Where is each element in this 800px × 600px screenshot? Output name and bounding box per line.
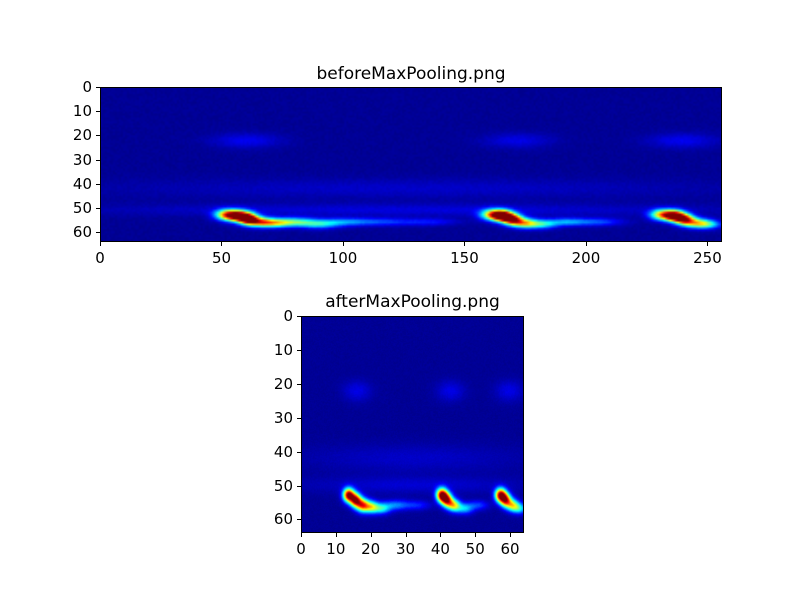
x-tick-label: 200 <box>571 249 601 267</box>
y-tick-label: 50 <box>72 199 92 218</box>
x-tick-mark <box>370 533 372 537</box>
x-tick-mark <box>475 533 477 537</box>
x-tick-mark <box>301 533 302 537</box>
y-tick-mark <box>96 87 100 88</box>
heatmap-image-after <box>302 317 523 532</box>
y-tick-mark <box>96 183 100 185</box>
heatmap-axes-after <box>301 316 524 533</box>
x-tick-label: 30 <box>395 540 416 558</box>
x-tick-label: 250 <box>693 249 722 267</box>
x-tick-label: 150 <box>450 249 479 267</box>
y-tick-mark <box>297 316 301 317</box>
x-tick-mark <box>335 533 337 537</box>
y-tick-label: 30 <box>72 150 92 169</box>
y-tick-mark <box>297 485 301 487</box>
x-tick-label: 50 <box>465 540 485 558</box>
y-tick-label: 50 <box>273 476 293 495</box>
y-tick-label: 10 <box>72 102 92 121</box>
y-tick-label: 60 <box>72 223 92 242</box>
x-tick-label: 50 <box>211 249 232 267</box>
y-tick-label: 0 <box>82 78 92 96</box>
chart-title-before: beforeMaxPooling.png <box>316 64 506 84</box>
x-tick-mark <box>707 242 709 246</box>
x-tick-label: 0 <box>296 540 306 558</box>
x-tick-mark <box>464 242 466 246</box>
y-tick-mark <box>96 135 100 137</box>
y-tick-mark <box>96 159 100 161</box>
y-tick-label: 20 <box>72 126 92 145</box>
y-tick-label: 20 <box>273 374 293 393</box>
x-tick-label: 100 <box>328 249 358 267</box>
x-tick-mark <box>405 533 407 537</box>
y-tick-label: 60 <box>273 510 293 529</box>
y-tick-mark <box>297 349 301 351</box>
x-tick-mark <box>585 242 587 246</box>
y-tick-label: 30 <box>273 408 293 427</box>
y-tick-mark <box>297 417 301 419</box>
x-tick-label: 10 <box>326 540 346 558</box>
heatmap-image-before <box>101 88 721 241</box>
y-tick-label: 40 <box>273 442 293 461</box>
y-tick-mark <box>297 451 301 453</box>
y-tick-label: 0 <box>283 307 293 325</box>
x-tick-mark <box>342 242 344 246</box>
x-tick-label: 60 <box>500 540 520 558</box>
x-tick-mark <box>510 533 512 537</box>
x-tick-label: 0 <box>95 249 105 267</box>
y-tick-mark <box>96 208 100 210</box>
y-tick-mark <box>297 519 301 521</box>
y-tick-label: 40 <box>72 174 92 193</box>
x-tick-label: 20 <box>361 540 381 558</box>
y-tick-mark <box>96 111 100 113</box>
chart-title-after: afterMaxPooling.png <box>325 292 500 312</box>
x-tick-mark <box>100 242 101 246</box>
y-tick-label: 10 <box>273 340 293 359</box>
y-tick-mark <box>96 232 100 234</box>
heatmap-axes-before <box>100 87 722 242</box>
x-tick-label: 40 <box>430 540 450 558</box>
x-tick-mark <box>440 533 442 537</box>
x-tick-mark <box>221 242 223 246</box>
y-tick-mark <box>297 383 301 385</box>
